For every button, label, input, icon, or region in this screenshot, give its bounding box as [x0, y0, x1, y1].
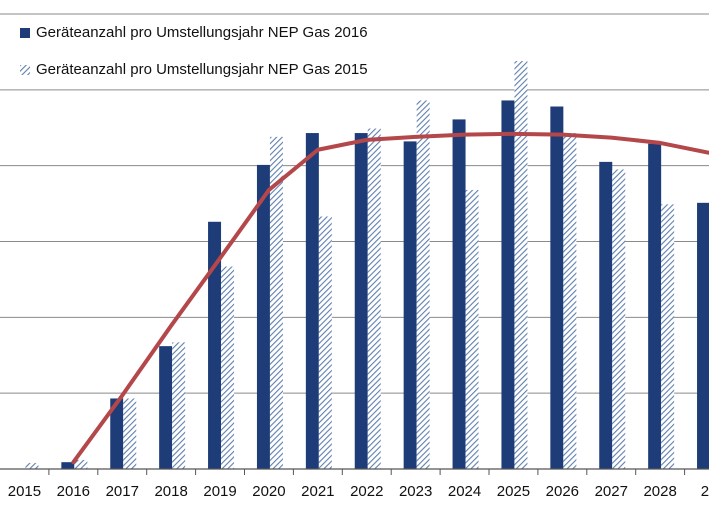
x-tick-label: 2025	[497, 483, 530, 500]
x-tick-label: 2027	[595, 483, 628, 500]
x-tick-label: 2022	[350, 483, 383, 500]
x-tick-label: 2024	[448, 483, 481, 500]
x-tick-label: 2021	[301, 483, 334, 500]
bar	[159, 346, 173, 469]
x-tick-label: 2017	[106, 483, 139, 500]
bar	[256, 164, 270, 470]
bar	[403, 141, 417, 469]
bar	[354, 133, 368, 469]
bar	[367, 128, 381, 469]
bar	[501, 100, 515, 469]
bar	[172, 342, 186, 469]
bar	[208, 221, 222, 469]
bar	[416, 100, 430, 469]
bar	[123, 398, 137, 469]
bar	[612, 169, 626, 470]
x-axis: 2015 2016 2017 2018 2019 2020 2021 2022 2023 2024…	[0, 468, 709, 500]
bar	[61, 462, 75, 469]
bar	[465, 189, 479, 469]
x-tick-label: 2015	[8, 483, 41, 500]
bar	[599, 161, 613, 469]
bar	[648, 143, 662, 470]
x-tick-label: 20	[701, 483, 709, 500]
legend: Geräteanzahl pro Umstellungsjahr NEP Gas…	[20, 24, 368, 78]
grid	[0, 13, 709, 470]
bar	[318, 216, 332, 469]
legend-label: Geräteanzahl pro Umstellungsjahr NEP Gas…	[36, 24, 368, 41]
x-tick-label: 2019	[203, 483, 236, 500]
bar	[221, 266, 235, 469]
bar	[25, 462, 39, 469]
bar	[269, 136, 283, 469]
bar	[110, 398, 124, 469]
bars	[25, 61, 709, 470]
bar	[452, 119, 466, 470]
bar	[563, 133, 577, 469]
legend-swatch	[20, 65, 30, 75]
x-tick-label: 2016	[57, 483, 90, 500]
bar	[697, 202, 709, 469]
bar	[661, 204, 675, 469]
legend-swatch	[20, 28, 30, 38]
bar	[550, 106, 564, 470]
lines	[71, 131, 709, 465]
x-tick-label: 2023	[399, 483, 432, 500]
legend-label: Geräteanzahl pro Umstellungsjahr NEP Gas…	[36, 61, 368, 78]
x-tick-label: 2018	[154, 483, 187, 500]
x-tick-label: 2028	[643, 483, 676, 500]
bar	[74, 459, 88, 469]
bar	[514, 61, 528, 470]
bar	[305, 133, 319, 469]
trend-line	[71, 131, 709, 465]
x-tick-label: 2026	[546, 483, 579, 500]
x-tick-label: 2020	[252, 483, 285, 500]
